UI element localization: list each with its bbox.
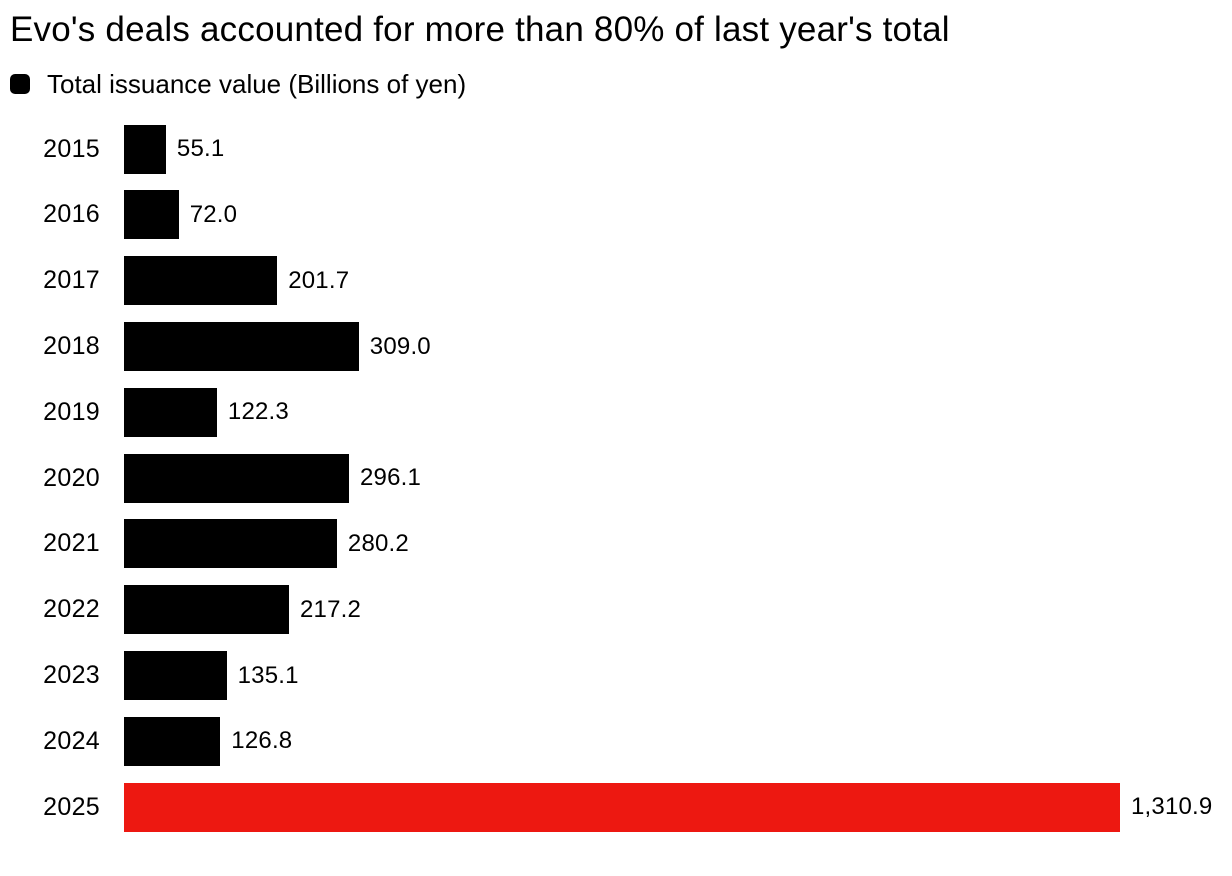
legend-label: Total issuance value (Billions of yen) xyxy=(47,68,467,99)
chart-row-2025: 2025 1,310.9 xyxy=(0,774,1232,840)
chart-row-2018: 2018 309.0 xyxy=(0,314,1232,380)
chart-row-2021: 2021 280.2 xyxy=(0,511,1232,577)
category-label-2020: 2020 xyxy=(43,463,100,492)
bar-2017 xyxy=(124,256,278,306)
bar-2025 xyxy=(124,782,1120,832)
value-label-2017: 201.7 xyxy=(288,266,350,294)
value-label-2015: 55.1 xyxy=(176,135,225,163)
category-label-2019: 2019 xyxy=(43,397,100,426)
chart-rows: 2015 55.1 2016 72.0 2017 201.7 2018 309.0 2019 12… xyxy=(0,116,1232,840)
chart-row-2017: 2017 201.7 xyxy=(0,248,1232,314)
chart-row-2023: 2023 135.1 xyxy=(0,643,1232,709)
value-label-2019: 122.3 xyxy=(227,398,289,426)
chart-row-2019: 2019 122.3 xyxy=(0,379,1232,445)
bar-2024 xyxy=(124,716,221,766)
bar-2020 xyxy=(124,453,349,503)
bar-2019 xyxy=(124,387,217,437)
category-label-2025: 2025 xyxy=(43,792,100,821)
category-label-2023: 2023 xyxy=(43,661,100,690)
chart-row-2020: 2020 296.1 xyxy=(0,445,1232,511)
bar-2021 xyxy=(124,519,337,569)
category-label-2016: 2016 xyxy=(43,200,100,229)
chart-row-2024: 2024 126.8 xyxy=(0,708,1232,774)
category-label-2024: 2024 xyxy=(43,726,100,755)
bar-2022 xyxy=(124,585,289,635)
category-label-2017: 2017 xyxy=(43,266,100,295)
chart-title: Evo's deals accounted for more than 80% … xyxy=(10,10,950,49)
category-label-2018: 2018 xyxy=(43,332,100,361)
bar-2023 xyxy=(124,651,227,701)
category-label-2015: 2015 xyxy=(43,134,100,163)
bar-2016 xyxy=(124,190,179,240)
bar-2015 xyxy=(124,124,166,174)
legend-swatch-icon xyxy=(10,74,30,95)
value-label-2021: 280.2 xyxy=(347,529,409,557)
value-label-2025: 1,310.9 xyxy=(1131,793,1213,821)
bar-2018 xyxy=(124,322,359,372)
legend: Total issuance value (Billions of yen) xyxy=(10,68,1232,99)
value-label-2020: 296.1 xyxy=(360,464,422,492)
chart-row-2016: 2016 72.0 xyxy=(0,182,1232,248)
chart-row-2022: 2022 217.2 xyxy=(0,577,1232,643)
value-label-2022: 217.2 xyxy=(300,595,362,623)
category-label-2021: 2021 xyxy=(43,529,100,558)
value-label-2023: 135.1 xyxy=(237,661,299,689)
value-label-2018: 309.0 xyxy=(369,332,431,360)
category-label-2022: 2022 xyxy=(43,595,100,624)
chart-row-2015: 2015 55.1 xyxy=(0,116,1232,182)
value-label-2016: 72.0 xyxy=(189,200,238,228)
value-label-2024: 126.8 xyxy=(231,727,293,755)
